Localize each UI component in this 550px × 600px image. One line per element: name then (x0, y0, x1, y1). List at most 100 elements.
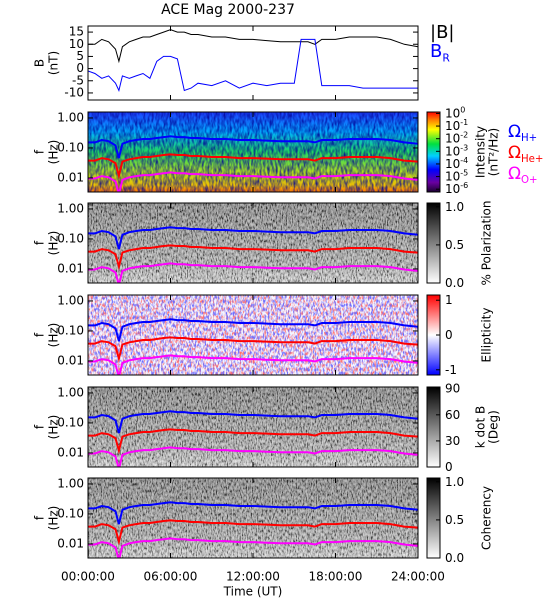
x-tick-label: 06:00:00 (144, 570, 198, 584)
y-tick-label: 0.01 (57, 261, 84, 275)
y-tick-label: 1.00 (57, 110, 84, 124)
y-tick-label: 0.01 (57, 445, 84, 459)
colorbar-tick-text: 0.5 (445, 512, 464, 526)
y-tick-label: 0.10 (57, 415, 84, 429)
series-line (88, 135, 418, 159)
legend-name: |B| (430, 22, 454, 43)
colorbar-tick-exponent: 0 (460, 105, 465, 114)
y-tick-label: 0.01 (57, 170, 84, 184)
legend-label: |B| (430, 22, 454, 43)
y-axis-label: (Hz) (47, 506, 61, 531)
colorbar-tick-label: 90 (445, 381, 460, 395)
series-line (88, 501, 418, 525)
chart-title: ACE Mag 2000-237 (161, 2, 295, 18)
y-tick-label: 0.10 (57, 323, 84, 337)
x-axis-label: Time (UT) (223, 585, 283, 599)
x-tick-label: 12:00:00 (226, 570, 280, 584)
colorbar-label: k dot B (474, 406, 488, 448)
colorbar-tick-text: 1.0 (445, 199, 464, 213)
y-tick-label: 1.00 (57, 293, 84, 307)
colorbar-tick-label: 10-3 (445, 143, 468, 158)
y-tick-label: 1.00 (57, 476, 84, 490)
series-line (88, 354, 418, 375)
series-line (88, 410, 418, 434)
y-axis-label: f (33, 332, 47, 337)
colorbar-tick-text: 0.0 (445, 276, 464, 290)
colorbar-tick-exponent: -3 (460, 143, 468, 152)
legend-label: BR (430, 41, 450, 64)
legend-label: ΩHe+ (508, 143, 543, 165)
series-line (88, 226, 418, 250)
y-tick-label: 0.01 (57, 353, 84, 367)
y-axis-label: B (33, 59, 47, 67)
y-axis-label: f (33, 424, 47, 429)
colorbar (426, 202, 441, 284)
colorbar-tick-text: 0.0 (445, 551, 464, 565)
legend-subscript: O+ (521, 175, 538, 186)
series-line (88, 262, 418, 283)
colorbar-tick-text: 10 (445, 144, 460, 158)
series-line (88, 38, 418, 93)
y-axis-label: (Hz) (47, 415, 61, 440)
legend-subscript: H+ (521, 133, 537, 144)
y-tick-label: 0.10 (57, 140, 84, 154)
legend-name: B (430, 41, 442, 62)
colorbar-tick-label: 0 (445, 328, 453, 342)
y-axis-label: f (33, 240, 47, 245)
y-tick-label: -10 (64, 85, 84, 99)
series-line (88, 336, 418, 363)
y-tick-label: 10 (69, 37, 84, 51)
colorbar-tick-exponent: -2 (460, 130, 468, 139)
legend-name: Ω (508, 143, 521, 163)
series-line (88, 537, 418, 558)
y-tick-label: 0.10 (57, 506, 84, 520)
x-tick-label: 18:00:00 (309, 570, 363, 584)
y-tick-label: 0 (76, 61, 84, 75)
colorbar-tick-text: 0 (445, 460, 453, 474)
y-tick-label: 0.01 (57, 536, 84, 550)
colorbar-tick-text: 10 (445, 156, 460, 170)
colorbar-tick-label: 1.0 (445, 199, 464, 213)
colorbar-tick-label: 10-2 (445, 130, 468, 145)
series-line (88, 153, 418, 180)
legend-name: Ω (508, 122, 521, 142)
y-axis-label: (Hz) (47, 323, 61, 348)
colorbar-tick-exponent: -1 (460, 118, 468, 127)
series-line (88, 519, 418, 546)
colorbar-tick-text: 60 (445, 407, 460, 421)
y-tick-label: 15 (69, 25, 84, 39)
colorbar-tick-text: 30 (445, 433, 460, 447)
colorbar-label: (Deg) (487, 410, 501, 444)
legend-subscript: He+ (521, 154, 543, 165)
y-axis-label: (Hz) (47, 231, 61, 256)
y-axis-label: (Hz) (47, 140, 61, 165)
colorbar-tick-label: -1 (445, 362, 457, 376)
y-tick-label: 1.00 (57, 201, 84, 215)
colorbar-tick-label: 30 (445, 433, 460, 447)
colorbar-tick-text: -1 (445, 362, 457, 376)
y-tick-label: 0.10 (57, 231, 84, 245)
spectrogram-shade (88, 478, 418, 558)
colorbar-tick-label: 0.0 (445, 551, 464, 565)
colorbar-tick-label: 10-1 (445, 118, 468, 133)
colorbar-tick-label: 100 (445, 105, 465, 120)
colorbar-tick-label: 1.0 (445, 474, 464, 488)
colorbar-tick-text: 10 (445, 106, 460, 120)
legend-label: ΩH+ (508, 122, 537, 144)
colorbar-tick-text: 0.5 (445, 237, 464, 251)
y-tick-label: -5 (72, 73, 84, 87)
colorbar-tick-text: 1 (445, 293, 453, 307)
y-tick-label: 1.00 (57, 385, 84, 399)
y-axis-label: f (33, 515, 47, 520)
series-line (88, 446, 418, 467)
series-line (88, 244, 418, 271)
colorbar-label: Coherency (480, 486, 494, 550)
colorbar-tick-text: 10 (445, 182, 460, 196)
colorbar-tick-text: 10 (445, 119, 460, 133)
colorbar (426, 386, 441, 468)
legend-label: ΩO+ (508, 164, 538, 186)
x-tick-label: 24:00:00 (391, 570, 445, 584)
colorbar-tick-text: 1.0 (445, 474, 464, 488)
